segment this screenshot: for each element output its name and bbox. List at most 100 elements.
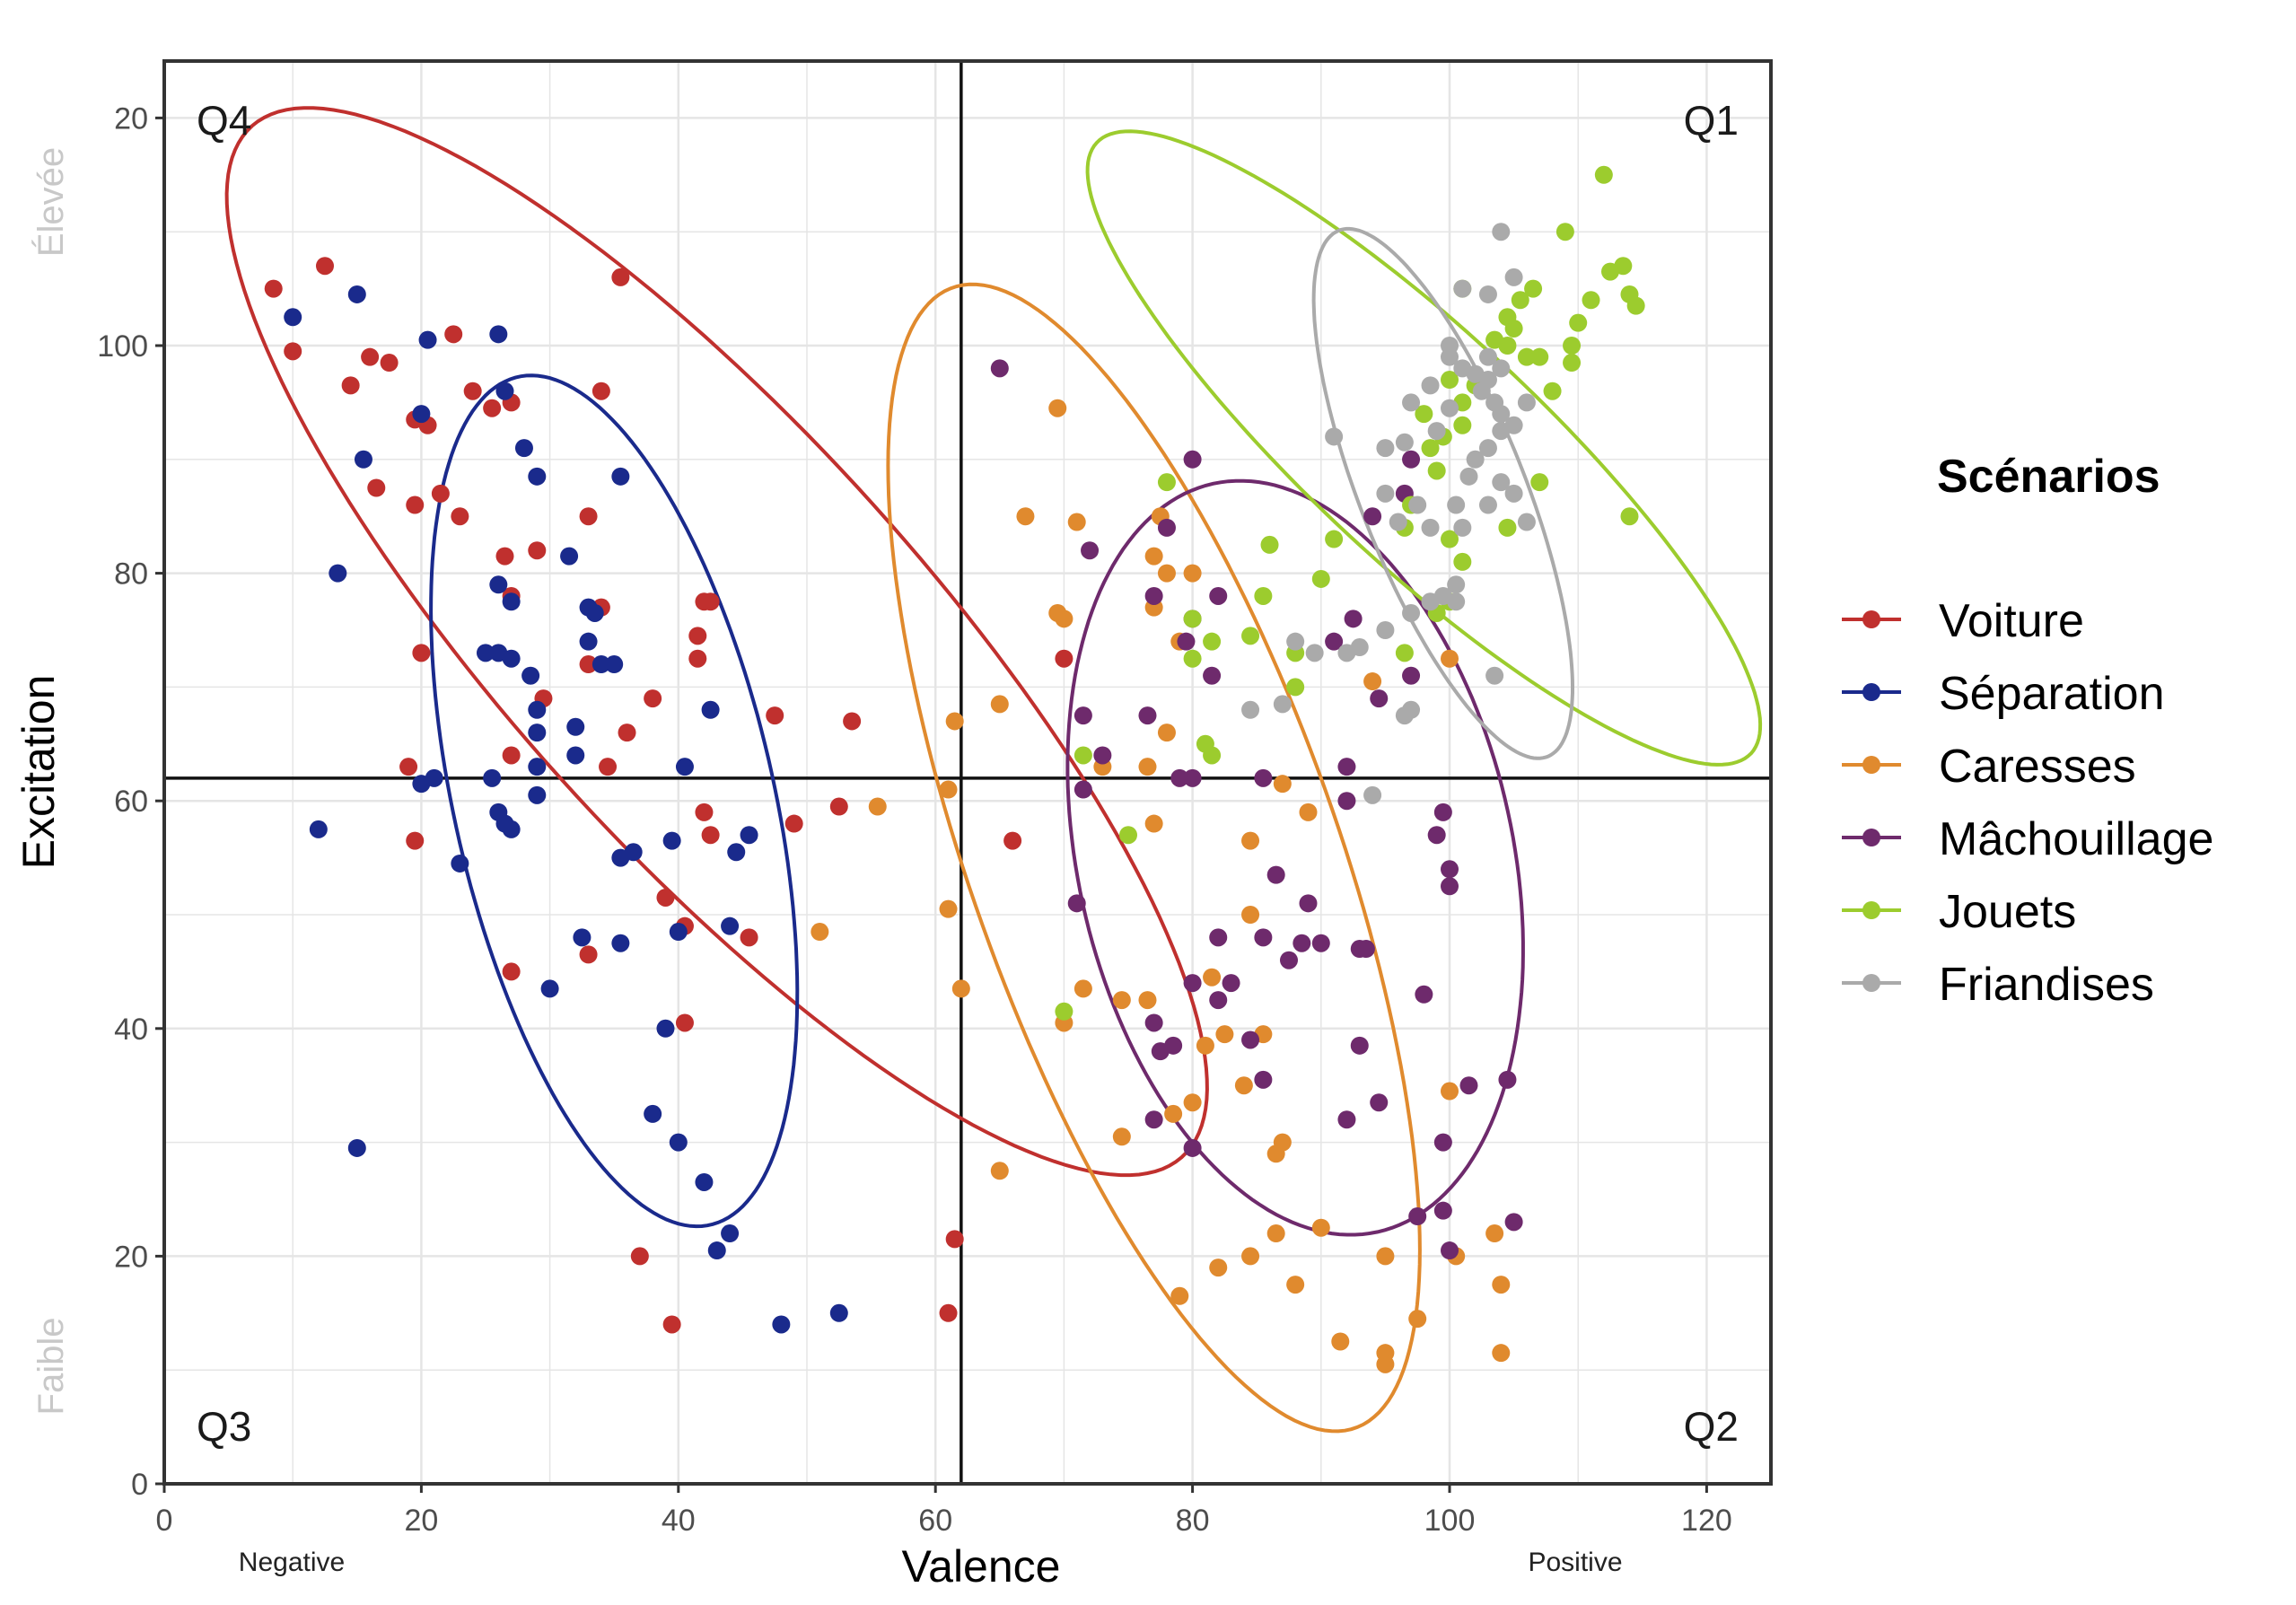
data-point [1311, 934, 1330, 952]
x-tick-label: 80 [1176, 1504, 1210, 1538]
data-point [284, 308, 302, 327]
data-point [656, 888, 675, 907]
data-point [1280, 951, 1298, 969]
data-point [1048, 399, 1067, 417]
data-point [1441, 649, 1459, 668]
data-point [624, 843, 643, 862]
legend-title: Scénarios [1937, 451, 2160, 503]
data-point [1402, 603, 1421, 622]
legend-marker [1862, 610, 1880, 628]
data-point [1356, 940, 1375, 959]
data-point [1266, 1145, 1285, 1163]
data-point [766, 706, 784, 725]
legend-item-mâchouillage: Mâchouillage [1842, 813, 2213, 865]
data-point [1241, 700, 1260, 719]
legend-marker [1862, 829, 1880, 846]
y-tick-label: 20 [114, 1240, 148, 1274]
data-point [1203, 666, 1222, 685]
legend-label: Séparation [1939, 668, 2165, 720]
data-point [592, 655, 610, 674]
y-axis-high-label: Élevée [31, 147, 71, 257]
data-point [1517, 513, 1536, 531]
data-point [945, 1230, 964, 1249]
x-tick-label: 20 [404, 1504, 438, 1538]
data-point [1203, 746, 1222, 765]
data-point [1453, 552, 1472, 571]
ellipse-caresses [886, 282, 1422, 1434]
legend-label: Mâchouillage [1939, 813, 2213, 865]
data-point [1441, 1082, 1459, 1101]
data-point [630, 1247, 649, 1266]
data-point [1626, 296, 1645, 315]
data-point [1370, 689, 1389, 708]
data-point [701, 700, 720, 719]
data-point [528, 541, 547, 560]
data-point [784, 814, 803, 833]
data-point [1260, 535, 1279, 554]
tick-layer: 0 20 40 60 80 100 120 0 20 40 60 80 100 20 [97, 101, 1732, 1538]
data-point [1157, 473, 1176, 492]
data-point [1408, 1310, 1427, 1329]
data-point [412, 405, 431, 424]
data-point [1337, 1110, 1356, 1129]
data-point [528, 785, 547, 804]
legend-item-séparation: Séparation [1842, 668, 2165, 720]
data-point [599, 758, 618, 776]
data-point [1402, 450, 1421, 469]
data-point [1433, 802, 1452, 821]
data-point [1055, 610, 1074, 628]
data-point [611, 934, 630, 952]
data-point [1395, 644, 1414, 662]
data-point [1286, 1276, 1305, 1294]
data-point [1530, 347, 1549, 366]
data-point [1569, 313, 1588, 332]
data-point [1441, 347, 1459, 366]
legend-marker [1862, 756, 1880, 774]
data-point [1421, 439, 1440, 458]
y-tick-label: 60 [114, 785, 148, 819]
data-point [1376, 1247, 1395, 1266]
data-point [1441, 1241, 1459, 1260]
data-point [618, 724, 636, 742]
data-point [502, 746, 521, 765]
data-point [1209, 1259, 1228, 1277]
data-point [1311, 569, 1330, 588]
data-point [284, 342, 302, 361]
data-point [1459, 1076, 1478, 1095]
data-point [1325, 530, 1344, 548]
data-point [1466, 450, 1485, 469]
data-point [945, 712, 964, 731]
data-point [1453, 416, 1472, 434]
data-point [1485, 1224, 1504, 1243]
data-point [528, 724, 547, 742]
data-point [1183, 768, 1202, 787]
data-point [772, 1315, 791, 1334]
data-point [1441, 877, 1459, 896]
data-point [1504, 1213, 1523, 1232]
data-point [380, 354, 399, 373]
data-point [1498, 1070, 1517, 1089]
data-point [1299, 894, 1318, 913]
data-point [1254, 1070, 1273, 1089]
data-point [444, 325, 463, 344]
data-point [1492, 1276, 1511, 1294]
data-point [1209, 586, 1228, 605]
data-point [528, 700, 547, 719]
data-point [566, 746, 585, 765]
data-point [361, 347, 380, 366]
data-point [1402, 666, 1421, 685]
data-point [701, 826, 720, 845]
data-point [939, 1303, 958, 1322]
data-point [399, 758, 418, 776]
data-point [1183, 974, 1202, 993]
ellipse-mâchouillage [1065, 478, 1525, 1237]
data-point [1492, 359, 1511, 378]
data-point [1183, 564, 1202, 583]
plot-frame [162, 59, 1773, 1486]
data-point [1138, 706, 1157, 725]
data-point [843, 712, 862, 731]
data-point [1614, 257, 1633, 276]
data-point [1177, 632, 1196, 651]
quadrant-label-q4: Q4 [197, 97, 251, 144]
data-point [451, 854, 469, 873]
